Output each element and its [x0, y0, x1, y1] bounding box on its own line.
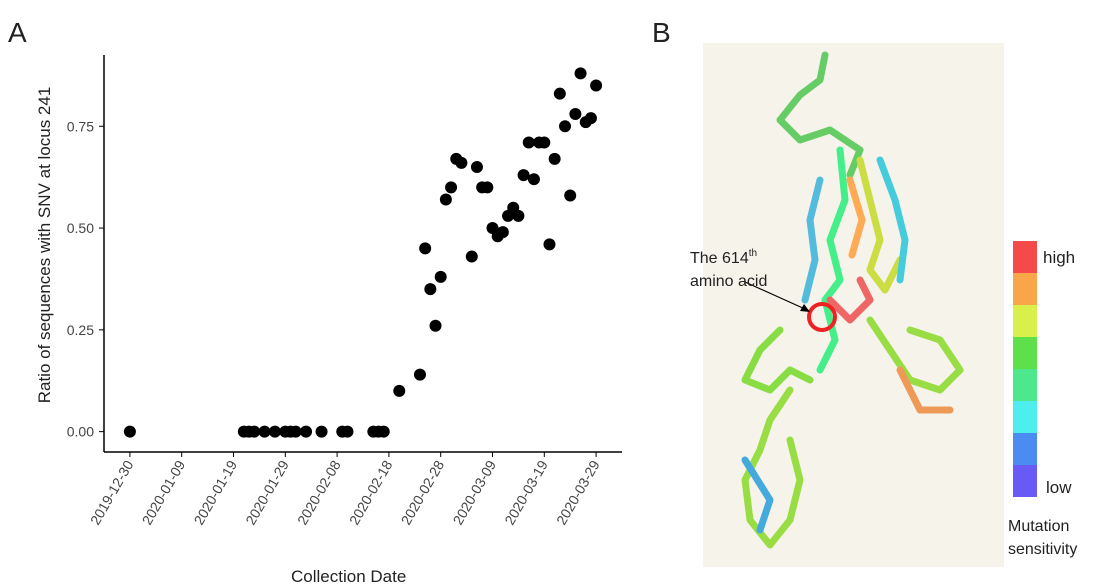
point — [543, 238, 555, 250]
annotation-line2: amino acid — [690, 273, 767, 290]
x-tick-label: 2020-02-08 — [294, 457, 344, 527]
point — [290, 426, 302, 438]
scale-swatch — [1013, 369, 1037, 401]
point — [378, 426, 390, 438]
point — [316, 426, 328, 438]
x-tick-label: 2020-01-19 — [190, 457, 240, 527]
point — [445, 181, 457, 193]
scale-swatch — [1013, 273, 1037, 305]
point — [248, 426, 260, 438]
point — [455, 157, 467, 169]
x-axis-title: Collection Date — [291, 567, 406, 586]
point — [435, 271, 447, 283]
legend-title: Mutation — [1008, 518, 1069, 535]
y-tick-label: 0.25 — [67, 322, 94, 338]
point — [528, 173, 540, 185]
point — [569, 108, 581, 120]
point — [564, 189, 576, 201]
y-tick-label: 0.00 — [67, 424, 94, 440]
x-tick-label: 2020-01-09 — [139, 457, 189, 527]
point — [393, 385, 405, 397]
point — [512, 210, 524, 222]
point — [259, 426, 271, 438]
x-tick-label: 2020-01-29 — [242, 457, 292, 527]
y-tick-label: 0.75 — [67, 118, 94, 134]
point — [300, 426, 312, 438]
point — [440, 194, 452, 206]
scale-swatch — [1013, 337, 1037, 369]
scale-swatch — [1013, 465, 1037, 497]
figure: A Collection Date Ratio of sequences wit… — [0, 0, 1102, 586]
point — [538, 137, 550, 149]
annotation-superscript: th — [749, 248, 757, 259]
scale-swatch — [1013, 401, 1037, 433]
y-tick-label: 0.50 — [67, 220, 94, 236]
point — [554, 88, 566, 100]
legend-title: sensitivity — [1008, 541, 1077, 558]
point — [430, 320, 442, 332]
point — [559, 120, 571, 132]
point — [269, 426, 281, 438]
legend-high: high — [1043, 248, 1075, 267]
point — [419, 242, 431, 254]
x-tick-label: 2020-03-09 — [449, 457, 499, 527]
point — [518, 169, 530, 181]
point — [523, 137, 535, 149]
point — [497, 226, 509, 238]
scale-swatch — [1013, 305, 1037, 337]
annotation-text: The 614 — [690, 250, 749, 267]
annotation: The 614th — [690, 248, 757, 267]
x-tick-label: 2020-02-28 — [398, 457, 448, 527]
point — [590, 80, 602, 92]
x-tick-label: 2019-12-30 — [87, 457, 137, 527]
x-tick-label: 2020-03-19 — [501, 457, 551, 527]
legend-low: low — [1046, 478, 1072, 497]
point — [124, 426, 136, 438]
plot-area — [104, 55, 622, 452]
point — [414, 369, 426, 381]
point — [585, 112, 597, 124]
panel-label: B — [652, 17, 671, 48]
point — [424, 283, 436, 295]
point — [471, 161, 483, 173]
x-tick-label: 2020-02-18 — [346, 457, 396, 527]
panel-label: A — [8, 17, 27, 48]
x-tick-label: 2020-03-29 — [553, 457, 603, 527]
point — [481, 181, 493, 193]
point — [341, 426, 353, 438]
color-scale — [1013, 241, 1037, 497]
y-axis-title: Ratio of sequences with SNV at locus 241 — [35, 87, 54, 404]
point — [575, 67, 587, 79]
point — [466, 251, 478, 263]
point — [549, 153, 561, 165]
scale-swatch — [1013, 241, 1037, 273]
scale-swatch — [1013, 433, 1037, 465]
